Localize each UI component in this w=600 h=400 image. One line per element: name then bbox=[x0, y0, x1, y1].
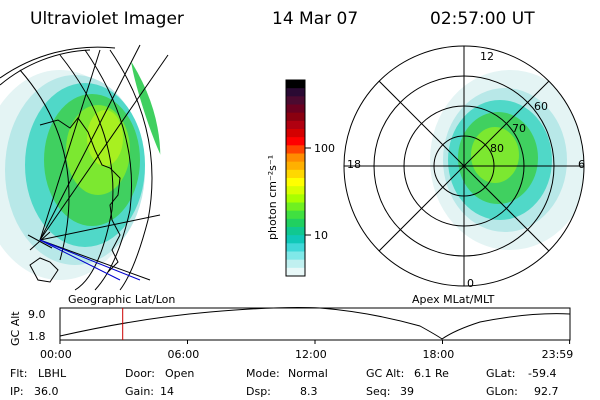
mode-value: Normal bbox=[288, 367, 328, 380]
mlt-label-6: 6 bbox=[578, 158, 585, 171]
door-value: Open bbox=[165, 367, 194, 380]
colorbar-band bbox=[286, 169, 305, 179]
timeline-frame bbox=[59, 307, 571, 341]
aurora-image-left bbox=[0, 45, 161, 290]
glon-label: GLon: bbox=[486, 385, 518, 398]
flt-value: LBHL bbox=[38, 367, 67, 380]
altitude-curve bbox=[59, 307, 571, 340]
geographic-map bbox=[0, 44, 169, 291]
timeline-xtick: 23:59 bbox=[542, 348, 574, 361]
ip-label: IP: bbox=[10, 385, 24, 398]
timeline-ylabel: GC Alt bbox=[9, 311, 22, 346]
gain-value: 14 bbox=[160, 385, 174, 398]
colorbar-band bbox=[286, 178, 305, 187]
timeline-xtick: 12:00 bbox=[295, 348, 327, 361]
app-title: Ultraviolet Imager bbox=[30, 9, 184, 29]
flt-label: Flt: bbox=[10, 367, 27, 380]
mlt-label-18: 18 bbox=[347, 158, 361, 171]
mlt-label-12: 12 bbox=[480, 50, 494, 63]
colorbar-band bbox=[286, 96, 305, 105]
mlt-label-0: 0 bbox=[467, 277, 474, 290]
dsp-label: Dsp: bbox=[246, 385, 271, 398]
aurora-image-right bbox=[430, 70, 584, 250]
coastline-left bbox=[39, 117, 121, 273]
timeline-xtick: 00:00 bbox=[40, 348, 72, 361]
door-label: Door: bbox=[125, 367, 155, 380]
colorbar-tick-100: 100 bbox=[314, 142, 335, 155]
lat-label-60: 60 bbox=[534, 100, 548, 113]
geographic-caption: Geographic Lat/Lon bbox=[68, 293, 175, 306]
mode-label: Mode: bbox=[246, 367, 280, 380]
colorbar-band bbox=[286, 202, 305, 212]
apex-caption: Apex MLat/MLT bbox=[412, 293, 495, 306]
colorbar-band bbox=[286, 259, 305, 269]
colorbar-band bbox=[286, 88, 305, 97]
colorbar-band bbox=[286, 129, 305, 138]
colorbar-band bbox=[286, 161, 305, 171]
colorbar-band bbox=[286, 210, 305, 220]
status-panel: Flt: LBHL Door: Open Mode: Normal GC Alt… bbox=[10, 367, 559, 398]
colorbar-band bbox=[286, 137, 305, 146]
time-label: 02:57:00 UT bbox=[430, 9, 535, 29]
colorbar-band bbox=[286, 218, 305, 228]
ytick-9: 9.0 bbox=[28, 308, 46, 321]
colorbar-band bbox=[286, 227, 305, 236]
colorbar-band bbox=[286, 194, 305, 203]
colorbar-band bbox=[286, 104, 305, 114]
ytick-1-8: 1.8 bbox=[28, 330, 46, 343]
gain-label: Gain: bbox=[125, 385, 154, 398]
colorbar-band bbox=[286, 235, 305, 244]
colorbar-band bbox=[286, 267, 305, 277]
gcalt-value: 6.1 Re bbox=[414, 367, 449, 380]
altitude-timeline: GC Alt 9.0 1.8 00:00 06:00 12:00 18:00 23:59 bbox=[9, 307, 574, 361]
colorbar-band bbox=[286, 80, 305, 89]
seq-value: 39 bbox=[400, 385, 414, 398]
date-label: 14 Mar 07 bbox=[272, 9, 358, 29]
ip-value: 36.0 bbox=[34, 385, 59, 398]
colorbar-band bbox=[286, 153, 305, 163]
dsp-value: 8.3 bbox=[300, 385, 318, 398]
polar-map: 12 18 6 0 80 70 60 bbox=[343, 45, 585, 290]
colorbar-band bbox=[286, 186, 305, 195]
colorbar-tick-10: 10 bbox=[314, 229, 328, 242]
colorbar-band bbox=[286, 112, 305, 122]
coastline-bottom bbox=[29, 257, 59, 283]
glat-label: GLat: bbox=[486, 367, 515, 380]
timeline-xtick: 18:00 bbox=[423, 348, 455, 361]
seq-label: Seq: bbox=[366, 385, 390, 398]
colorbar-unit-label: photon cm⁻²s⁻¹ bbox=[266, 155, 279, 240]
lat-label-70: 70 bbox=[512, 122, 526, 135]
colorbar-band bbox=[286, 243, 305, 252]
timeline-xtick: 06:00 bbox=[168, 348, 200, 361]
colorbar: 100 10 photon cm⁻²s⁻¹ bbox=[266, 79, 335, 277]
colorbar-band bbox=[286, 120, 305, 130]
gcalt-label: GC Alt: bbox=[366, 367, 404, 380]
colorbar-gradient bbox=[286, 80, 305, 277]
lat-label-80: 80 bbox=[490, 142, 504, 155]
lat-circles-left bbox=[19, 44, 169, 291]
glon-value: 92.7 bbox=[534, 385, 559, 398]
colorbar-band bbox=[286, 251, 305, 261]
colorbar-band bbox=[286, 145, 305, 154]
glat-value: -59.4 bbox=[528, 367, 556, 380]
